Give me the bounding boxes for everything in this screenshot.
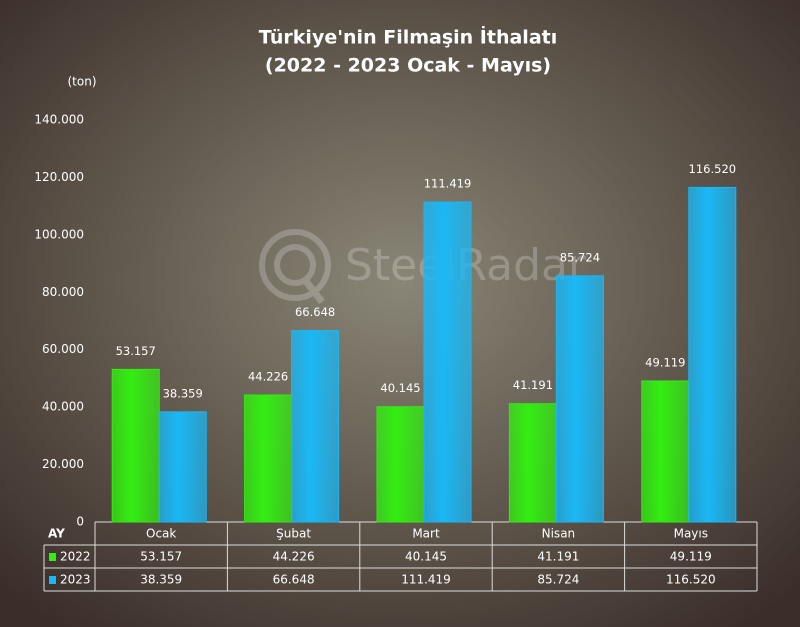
table-cell: 38.359 [140, 573, 182, 587]
table-cell: 40.145 [405, 550, 447, 564]
data-label: 44.226 [248, 370, 288, 384]
table-cell: 116.520 [666, 573, 716, 587]
bar [376, 406, 425, 523]
table-cell: 49.119 [670, 550, 712, 564]
bar [291, 330, 340, 523]
data-label: 116.520 [689, 162, 737, 176]
bar [555, 275, 604, 523]
data-label: 53.157 [116, 344, 156, 358]
watermark-logo [259, 229, 331, 305]
table-cell: 66.648 [273, 573, 315, 587]
data-label: 38.359 [163, 386, 203, 400]
legend-label: 2022 [60, 550, 91, 564]
x-tick-label: Mayıs [674, 527, 708, 541]
y-tick-label: 0 [76, 515, 84, 529]
y-tick-label: 120.000 [34, 170, 84, 184]
bar [641, 380, 690, 523]
bar [244, 394, 293, 523]
x-tick-label: Ocak [146, 527, 176, 541]
y-tick-label: 100.000 [34, 227, 84, 241]
chart-title: Türkiye'nin Filmaşin İthalatı [259, 25, 557, 49]
table-header: AY [48, 527, 65, 541]
table-cell: 44.226 [273, 550, 315, 564]
bar [688, 186, 737, 523]
legend-label: 2023 [60, 573, 91, 587]
x-tick-label: Nisan [542, 527, 576, 541]
data-label: 49.119 [645, 355, 685, 369]
y-tick-label: 40.000 [42, 400, 84, 414]
table-cell: 111.419 [401, 573, 451, 587]
y-tick-label: 60.000 [42, 342, 84, 356]
bar [111, 368, 160, 523]
y-tick-label: 20.000 [42, 457, 84, 471]
table-cell: 85.724 [537, 573, 579, 587]
bar [423, 201, 472, 523]
data-label: 85.724 [560, 250, 600, 264]
x-tick-label: Şubat [276, 527, 311, 541]
data-label: 41.191 [513, 378, 553, 392]
bar [508, 403, 557, 523]
chart-subtitle: (2022 - 2023 Ocak - Mayıs) [265, 55, 551, 77]
y-tick-label: 80.000 [42, 285, 84, 299]
x-tick-label: Mart [412, 527, 440, 541]
data-label: 66.648 [295, 305, 335, 319]
legend-key [49, 553, 56, 561]
data-label: 111.419 [424, 177, 472, 191]
y-axis-label: (ton) [67, 75, 96, 89]
bar [158, 411, 207, 523]
y-tick-label: 140.000 [34, 113, 84, 127]
data-label: 40.145 [380, 381, 420, 395]
table-cell: 41.191 [537, 550, 579, 564]
table-cell: 53.157 [140, 550, 182, 564]
legend-key [49, 576, 56, 584]
